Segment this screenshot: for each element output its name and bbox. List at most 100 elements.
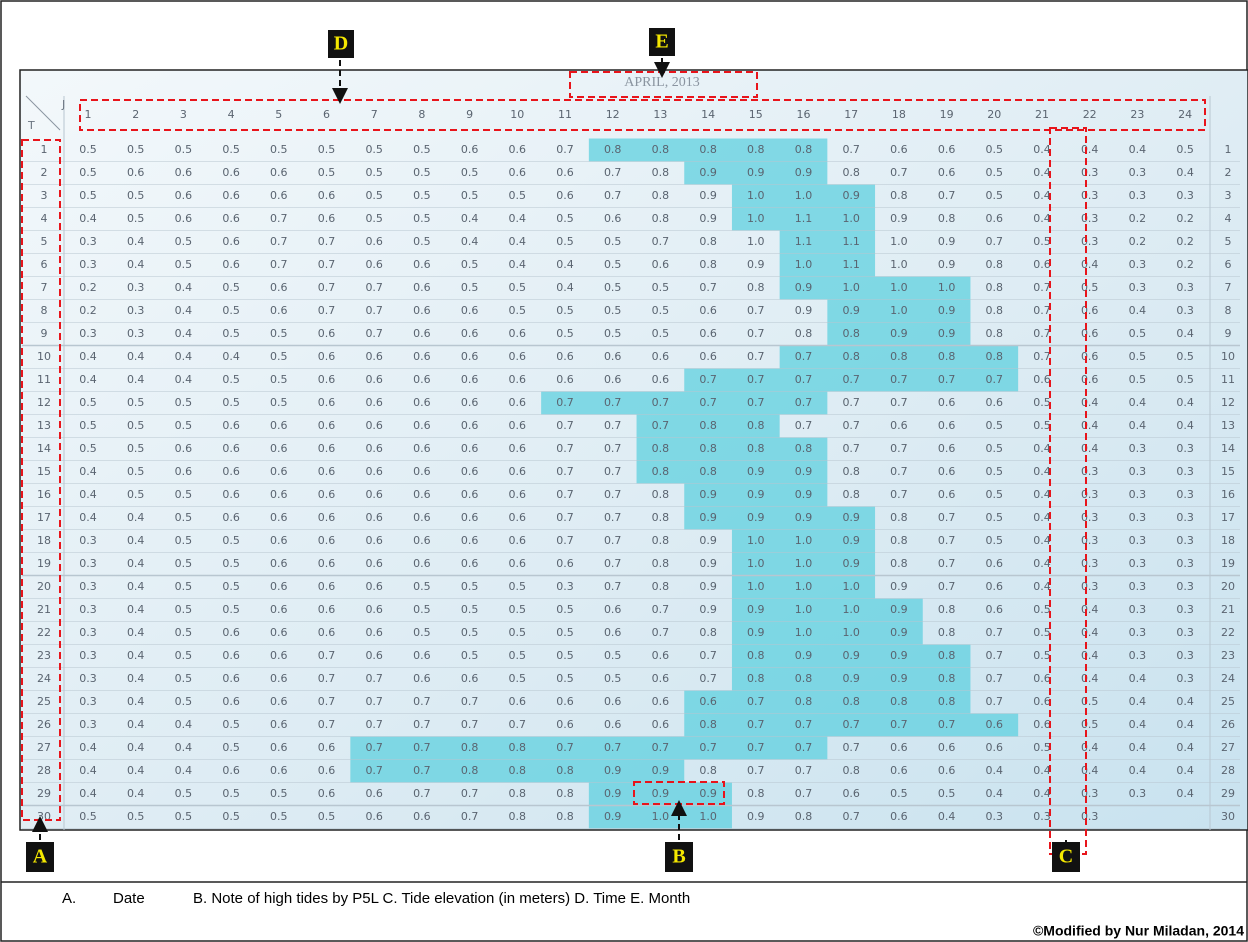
tide-value: 0.6 [175,442,193,455]
tide-value: 0.9 [699,557,717,570]
tide-value: 0.5 [175,258,193,271]
tide-value: 0.6 [222,488,240,501]
tide-value: 0.5 [222,396,240,409]
tide-value: 0.6 [365,258,383,271]
tide-value: 0.3 [1129,442,1147,455]
tide-value: 0.6 [270,695,288,708]
tide-value: 0.4 [556,258,574,271]
tide-value: 0.3 [986,810,1004,823]
tide-value: 0.4 [175,350,193,363]
tide-value: 0.4 [1033,442,1051,455]
tide-value: 0.3 [79,235,97,248]
day-label: 20 [1221,580,1235,593]
tide-value: 0.3 [1129,189,1147,202]
tide-value: 0.4 [1033,580,1051,593]
tide-value: 0.6 [461,442,479,455]
tide-value: 0.9 [795,304,813,317]
tide-value: 0.5 [509,603,527,616]
tide-value: 0.7 [986,235,1004,248]
tide-value: 0.4 [1033,557,1051,570]
tide-value: 0.6 [365,557,383,570]
tide-value: 0.9 [604,764,622,777]
highlight-cell [779,230,876,254]
tide-value: 0.9 [890,580,908,593]
tide-value: 0.5 [365,166,383,179]
tide-value: 0.6 [986,557,1004,570]
tide-value: 0.8 [556,764,574,777]
day-label: 11 [1221,373,1235,386]
tide-value: 0.9 [842,534,860,547]
tide-value: 0.7 [413,718,431,731]
tide-value: 0.6 [509,350,527,363]
tide-value: 0.2 [1176,235,1194,248]
highlight-cell [588,805,732,829]
tide-value: 0.8 [747,143,765,156]
tide-value: 0.6 [413,672,431,685]
tide-value: 0.6 [413,373,431,386]
tide-value: 0.8 [842,350,860,363]
tide-value: 0.5 [986,419,1004,432]
highlight-cell [827,322,971,346]
tide-value: 0.7 [652,419,670,432]
day-label: 8 [1225,304,1232,317]
tide-value: 0.6 [604,373,622,386]
tide-value: 0.5 [652,304,670,317]
tide-value: 0.5 [79,166,97,179]
tide-value: 0.5 [413,166,431,179]
tide-value: 0.5 [986,534,1004,547]
tide-value: 0.7 [699,281,717,294]
box-c [1049,127,1087,855]
tide-value: 0.4 [127,235,145,248]
tide-value: 0.6 [986,603,1004,616]
tide-value: 0.5 [461,166,479,179]
tide-value: 0.3 [79,534,97,547]
day-label: 2 [1225,166,1232,179]
day-label: 5 [41,235,48,248]
hour-label: 10 [510,108,524,121]
tide-value: 0.7 [938,534,956,547]
tide-value: 0.3 [1176,580,1194,593]
hour-label: 1 [85,108,92,121]
tide-value: 0.7 [842,810,860,823]
tide-value: 0.8 [747,281,765,294]
tide-value: 0.9 [938,258,956,271]
day-label: 6 [1225,258,1232,271]
highlight-cell [779,276,971,300]
tide-value: 0.5 [318,810,336,823]
tide-value: 0.3 [1081,465,1099,478]
tide-value: 0.4 [1081,764,1099,777]
label-a: A [33,846,48,868]
tide-value: 0.3 [79,672,97,685]
tide-value: 0.4 [1033,764,1051,777]
tide-value: 0.6 [365,488,383,501]
tide-value: 0.9 [747,488,765,501]
tide-value: 0.7 [795,396,813,409]
tide-value: 0.5 [461,603,479,616]
highlight-cell [731,644,971,668]
hour-label: 17 [844,108,858,121]
tide-value: 0.6 [270,189,288,202]
tide-value: 0.5 [461,258,479,271]
tide-value: 0.8 [890,557,908,570]
tide-value: 0.6 [270,718,288,731]
tide-value: 0.7 [842,143,860,156]
tide-value: 0.3 [1033,810,1051,823]
tide-value: 0.4 [556,281,574,294]
tide-value: 0.7 [652,626,670,639]
tide-value: 0.6 [270,649,288,662]
tide-value: 1.0 [747,557,765,570]
tide-value: 0.6 [938,741,956,754]
tide-value: 0.6 [270,764,288,777]
tide-value: 0.7 [938,189,956,202]
tide-value: 0.7 [652,396,670,409]
tide-value: 0.5 [222,304,240,317]
tide-value: 0.6 [938,764,956,777]
tide-value: 0.6 [1033,373,1051,386]
tide-value: 0.6 [318,511,336,524]
tide-value: 0.4 [175,373,193,386]
label-c: C [1059,846,1073,868]
hour-label: 11 [558,108,572,121]
tide-value: 0.5 [556,235,574,248]
day-label: 25 [37,695,51,708]
tide-value: 0.7 [1033,327,1051,340]
